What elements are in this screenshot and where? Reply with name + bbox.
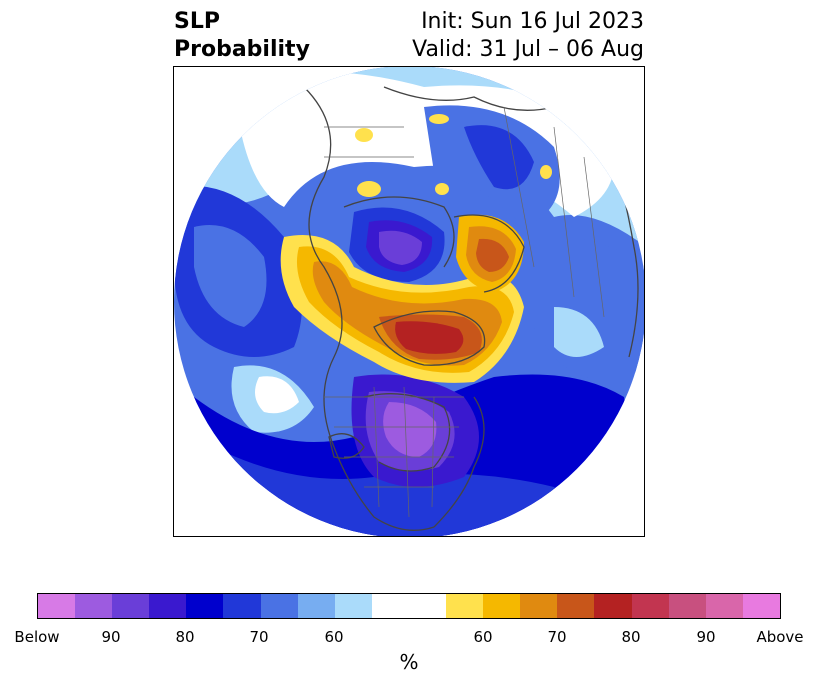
colorbar-tick-label: 80 (175, 628, 195, 646)
polar-map (173, 66, 645, 537)
colorbar-tick-label: Above (756, 628, 804, 646)
colorbar-segment (520, 594, 558, 618)
colorbar-segment (557, 594, 595, 618)
init-date: Init: Sun 16 Jul 2023 (421, 9, 644, 34)
colorbar-unit: % (399, 650, 419, 674)
probability-field (174, 67, 644, 536)
colorbar-segment (38, 594, 76, 618)
colorbar-segment (223, 594, 261, 618)
colorbar (37, 593, 781, 619)
colorbar-segment (186, 594, 224, 618)
colorbar-segment (408, 594, 447, 618)
colorbar-tick-label: 80 (621, 628, 641, 646)
valid-period: Valid: 31 Jul – 06 Aug (412, 37, 644, 62)
colorbar-tick-label: 70 (249, 628, 269, 646)
map-title: SLP Probability (174, 8, 310, 64)
colorbar-segment (334, 594, 372, 618)
colorbar-tick-label: 70 (547, 628, 567, 646)
colorbar-segment (705, 594, 743, 618)
colorbar-segment (668, 594, 706, 618)
title-product: Probability (174, 37, 310, 62)
colorbar-tick-label: 60 (473, 628, 493, 646)
colorbar-segment (631, 594, 669, 618)
colorbar-segment (594, 594, 632, 618)
colorbar-tick-label: 90 (101, 628, 121, 646)
colorbar-segment (260, 594, 298, 618)
colorbar-tick-label: 90 (696, 628, 716, 646)
colorbar-segment (446, 594, 484, 618)
colorbar-segment (742, 594, 780, 618)
colorbar-segment (112, 594, 150, 618)
colorbar-tick-label: 60 (324, 628, 344, 646)
colorbar-segment (483, 594, 521, 618)
colorbar-tick-label: Below (14, 628, 60, 646)
map-dates: Init: Sun 16 Jul 2023 Valid: 31 Jul – 06… (396, 8, 644, 64)
colorbar-segment (371, 594, 409, 618)
title-variable: SLP (174, 9, 220, 34)
colorbar-segment (149, 594, 187, 618)
colorbar-segment (297, 594, 335, 618)
colorbar-segment (75, 594, 113, 618)
